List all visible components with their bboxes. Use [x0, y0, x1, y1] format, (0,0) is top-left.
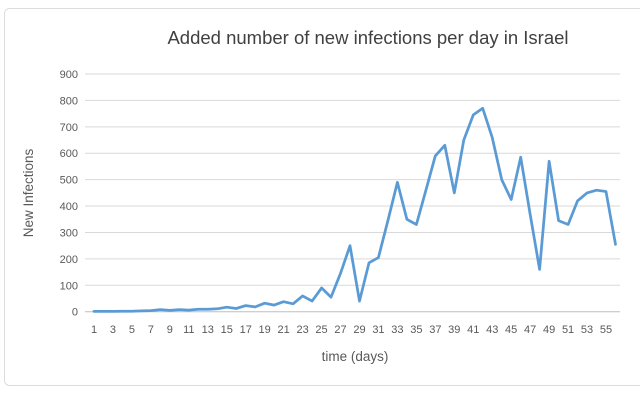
x-tick-label: 29	[353, 324, 365, 336]
y-tick-label: 900	[60, 69, 78, 81]
x-tick-label: 7	[148, 324, 154, 336]
x-tick-label: 25	[315, 324, 327, 336]
y-tick-label: 800	[60, 95, 78, 107]
x-tick-label: 15	[221, 324, 233, 336]
x-tick-label: 55	[600, 324, 612, 336]
x-tick-label: 23	[296, 324, 308, 336]
x-tick-label: 49	[543, 324, 555, 336]
x-axis-title: time (days)	[322, 349, 389, 364]
y-axis-tick-labels: 0 100 200 300 400 500 600 700 800 900	[60, 69, 78, 319]
x-tick-label: 35	[410, 324, 422, 336]
x-tick-label: 11	[183, 324, 194, 336]
x-tick-label: 43	[486, 324, 498, 336]
chart-frame	[4, 8, 640, 386]
infections-line-series	[92, 106, 617, 313]
x-tick-label: 1	[91, 324, 97, 336]
x-tick-label: 9	[167, 324, 173, 336]
y-axis-title: New Infections	[21, 148, 36, 237]
y-tick-label: 600	[60, 148, 78, 160]
y-tick-label: 400	[60, 201, 78, 213]
chart-title: Added number of new infections per day i…	[167, 27, 568, 48]
x-axis-tick-labels: 1 3 5 7 9 11 13 15 17 19 21 23 25 27 29 31 33 35 37 39 41 43 4…	[91, 324, 612, 336]
x-tick-label: 37	[429, 324, 441, 336]
y-tick-label: 200	[60, 254, 78, 266]
x-tick-label: 47	[524, 324, 536, 336]
x-tick-label: 33	[391, 324, 403, 336]
y-tick-label: 100	[60, 280, 78, 292]
x-tick-label: 19	[259, 324, 271, 336]
x-tick-label: 41	[467, 324, 479, 336]
x-tick-label: 31	[372, 324, 384, 336]
x-tick-label: 39	[448, 324, 460, 336]
x-tick-label: 27	[334, 324, 346, 336]
x-tick-label: 51	[562, 324, 574, 336]
x-tick-label: 21	[278, 324, 290, 336]
y-tick-label: 300	[60, 227, 78, 239]
x-tick-label: 3	[110, 324, 116, 336]
x-tick-label: 17	[240, 324, 252, 336]
x-tick-label: 53	[581, 324, 593, 336]
x-tick-label: 45	[505, 324, 517, 336]
y-tick-label: 500	[60, 175, 78, 187]
x-tick-label: 5	[129, 324, 135, 336]
y-tick-label: 0	[72, 307, 78, 319]
x-tick-label: 13	[202, 324, 214, 336]
y-tick-label: 700	[60, 122, 78, 134]
